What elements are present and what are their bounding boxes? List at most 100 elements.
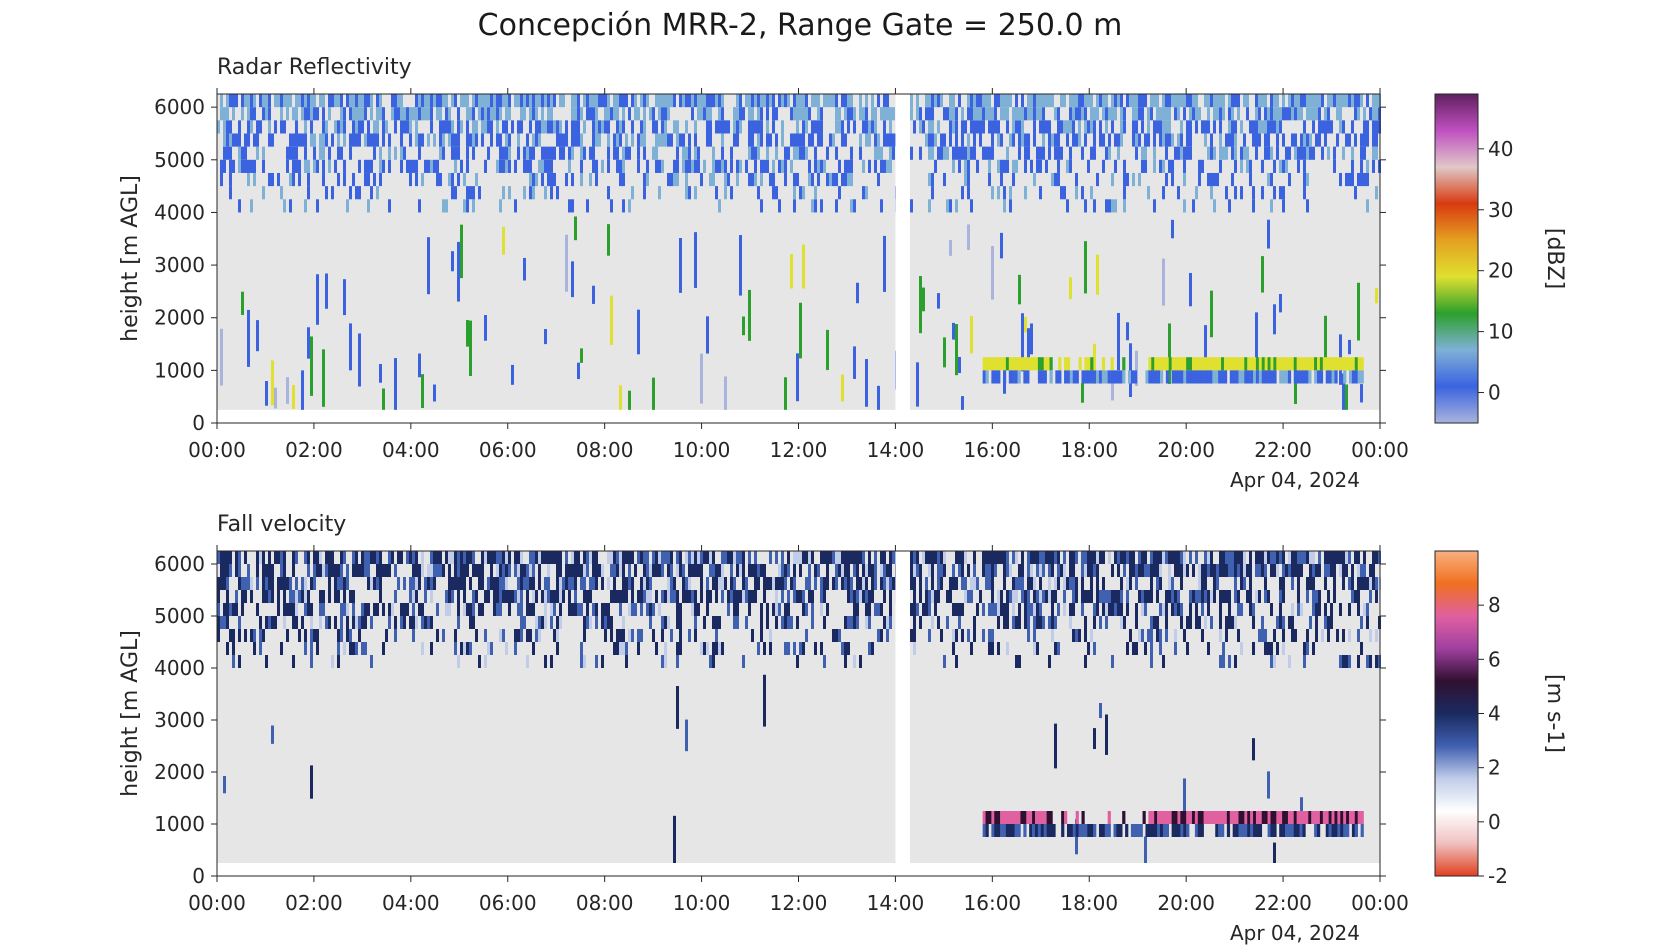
field-cell — [592, 94, 595, 108]
field-cell — [1276, 551, 1279, 564]
field-cell — [793, 172, 796, 187]
field-cell — [997, 642, 1000, 655]
field-cell — [817, 172, 820, 187]
field-cell — [595, 655, 598, 668]
field-cell — [1327, 94, 1330, 108]
field-cell — [1150, 577, 1153, 590]
field-cell — [1135, 642, 1138, 655]
field-cell — [1300, 146, 1303, 160]
field-cell — [409, 133, 412, 147]
field-cell — [601, 616, 604, 629]
field-cell — [316, 551, 319, 564]
field-cell — [382, 107, 385, 121]
field-cell — [547, 146, 550, 160]
field-cell — [862, 107, 865, 121]
field-cell — [1366, 655, 1369, 668]
field-streak — [1342, 373, 1345, 410]
field-cell — [334, 564, 337, 577]
field-cell — [1051, 551, 1054, 564]
field-cell — [979, 590, 982, 603]
weak-layer-cell — [1119, 370, 1123, 384]
field-cell — [994, 551, 997, 564]
lower-layer-cell — [1084, 824, 1088, 837]
field-cell — [379, 94, 382, 108]
field-cell — [988, 629, 991, 642]
field-cell — [1291, 107, 1294, 121]
field-cell — [886, 629, 889, 642]
field-cell — [1204, 577, 1207, 590]
field-streak — [706, 316, 709, 354]
field-cell — [1189, 603, 1192, 616]
field-cell — [640, 551, 643, 564]
field-cell — [1282, 629, 1285, 642]
field-cell — [1183, 146, 1186, 160]
field-cell — [352, 551, 355, 564]
echo-layer-cell — [1351, 357, 1356, 371]
field-cell — [1123, 159, 1126, 173]
field-cell — [1003, 616, 1006, 629]
echo-layer-cell — [1212, 811, 1216, 824]
field-cell — [1309, 577, 1312, 590]
field-cell — [1207, 590, 1210, 603]
field-cell — [1138, 133, 1141, 147]
field-cell — [1291, 629, 1294, 642]
field-streak — [325, 273, 328, 309]
field-cell — [1150, 590, 1153, 603]
field-cell — [847, 590, 850, 603]
field-cell — [697, 159, 700, 173]
field-cell — [880, 107, 883, 121]
field-cell — [1231, 551, 1234, 564]
field-cell — [1021, 133, 1024, 147]
field-streak — [382, 388, 385, 410]
field-cell — [1063, 590, 1066, 603]
field-cell — [664, 107, 667, 121]
field-cell — [1159, 107, 1162, 121]
field-cell — [709, 133, 712, 147]
field-cell — [451, 551, 454, 564]
field-cell — [748, 133, 751, 147]
field-cell — [1150, 616, 1153, 629]
field-cell — [307, 564, 310, 577]
field-cell — [421, 172, 424, 187]
field-cell — [325, 551, 328, 564]
field-cell — [1351, 120, 1354, 134]
colorbar-tick-label: 0 — [1488, 381, 1501, 405]
field-cell — [919, 616, 922, 629]
field-cell — [1051, 172, 1054, 187]
field-cell — [961, 603, 964, 616]
date-label: Apr 04, 2024 — [1230, 921, 1360, 945]
field-cell — [586, 590, 589, 603]
lower-layer-cell — [1113, 824, 1117, 837]
field-cell — [1303, 94, 1306, 108]
field-cell — [793, 186, 796, 200]
echo-layer-cell — [1066, 357, 1071, 371]
field-cell — [1006, 120, 1009, 134]
field-cell — [1375, 629, 1378, 642]
field-cell — [1066, 199, 1069, 213]
field-cell — [886, 107, 889, 121]
field-cell — [913, 120, 916, 134]
field-cell — [649, 564, 652, 577]
field-cell — [883, 590, 886, 603]
lower-layer-cell — [1340, 824, 1344, 837]
field-cell — [358, 133, 361, 147]
field-cell — [1186, 120, 1189, 134]
field-cell — [1204, 590, 1207, 603]
field-cell — [1267, 642, 1270, 655]
field-cell — [529, 120, 532, 134]
field-cell — [814, 199, 817, 213]
field-cell — [709, 655, 712, 668]
field-cell — [1117, 133, 1120, 147]
field-cell — [229, 159, 232, 173]
field-cell — [286, 107, 289, 121]
echo-layer-cell — [1186, 357, 1190, 371]
field-cell — [928, 94, 931, 108]
field-cell — [772, 577, 775, 590]
field-cell — [217, 590, 220, 603]
field-cell — [1165, 146, 1168, 160]
field-cell — [1207, 107, 1210, 121]
field-cell — [256, 551, 259, 564]
field-cell — [547, 564, 550, 577]
colorbar-tick-label: 4 — [1488, 702, 1501, 726]
field-cell — [676, 616, 679, 629]
